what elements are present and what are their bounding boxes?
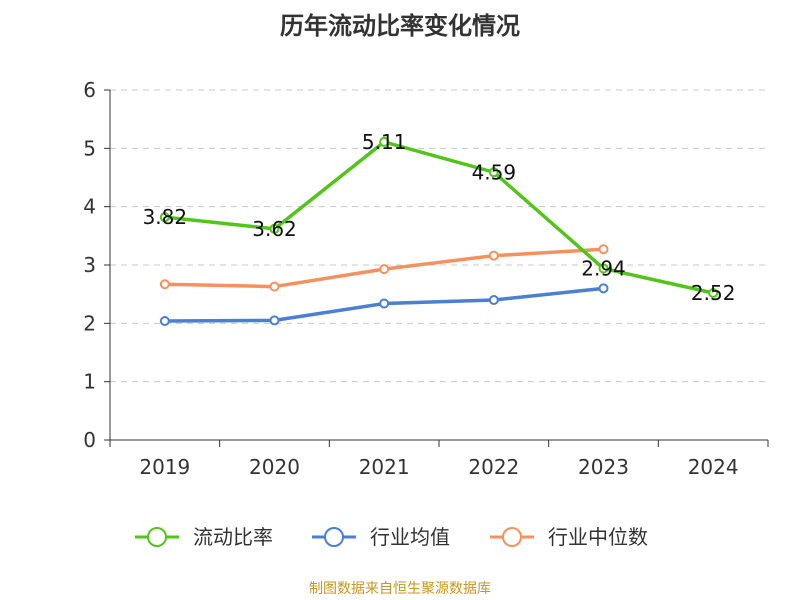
series-2-point-2023 (598, 244, 609, 255)
legend-label-0: 流动比率 (193, 525, 273, 549)
series-1-point-2019 (159, 316, 170, 326)
series-1-point-2023 (598, 283, 609, 294)
series-2-point-2019 (159, 279, 170, 290)
data-label-2021: 5.11 (362, 130, 407, 154)
series-1-point-2021 (379, 298, 390, 309)
data-label-2019: 3.82 (143, 205, 188, 229)
series-line-0 (164, 140, 714, 295)
series-1-point-2022 (488, 295, 499, 305)
x-tick-label-2020: 2020 (249, 455, 300, 479)
x-tick-label-2021: 2021 (359, 455, 410, 479)
y-tick-label-3: 3 (83, 253, 96, 277)
y-tick-label-4: 4 (83, 195, 96, 219)
y-tick-label-1: 1 (83, 370, 96, 394)
x-tick-label-2023: 2023 (578, 455, 629, 479)
series-2-point-2020 (269, 281, 280, 292)
series-0-point-2023 (598, 263, 609, 274)
series-1-point-2020 (269, 315, 280, 326)
series-2-point-2021 (379, 264, 390, 275)
series-0-point-2021 (379, 136, 390, 147)
y-tick-label-0: 0 (83, 428, 96, 452)
chart-title: 历年流动比率变化情况 (280, 12, 520, 40)
x-tick-label-2024: 2024 (688, 455, 739, 479)
legend-marker-1 (324, 527, 344, 547)
series-2-point-2022 (488, 250, 499, 261)
x-tick-label-2019: 2019 (139, 455, 190, 479)
y-tick-label-6: 6 (83, 78, 96, 102)
legend-marker-0 (147, 527, 167, 547)
series-0-point-2022 (488, 167, 499, 178)
series-0-point-2024 (708, 288, 719, 298)
data-label-2024: 2.52 (691, 281, 736, 305)
x-tick-label-2022: 2022 (468, 455, 519, 479)
y-tick-label-5: 5 (83, 136, 96, 160)
data-source-note: 制图数据来自恒生聚源数据库 (309, 581, 491, 597)
data-label-2023: 2.94 (581, 257, 626, 281)
legend-marker-2 (502, 527, 522, 547)
y-tick-label-2: 2 (83, 311, 96, 335)
data-label-2020: 3.62 (252, 217, 297, 241)
legend-label-1: 行业均值 (370, 525, 450, 549)
series-0-point-2020 (269, 223, 280, 234)
data-label-2022: 4.59 (472, 160, 517, 184)
series-0-point-2019 (159, 212, 170, 223)
legend-label-2: 行业中位数 (548, 525, 648, 549)
